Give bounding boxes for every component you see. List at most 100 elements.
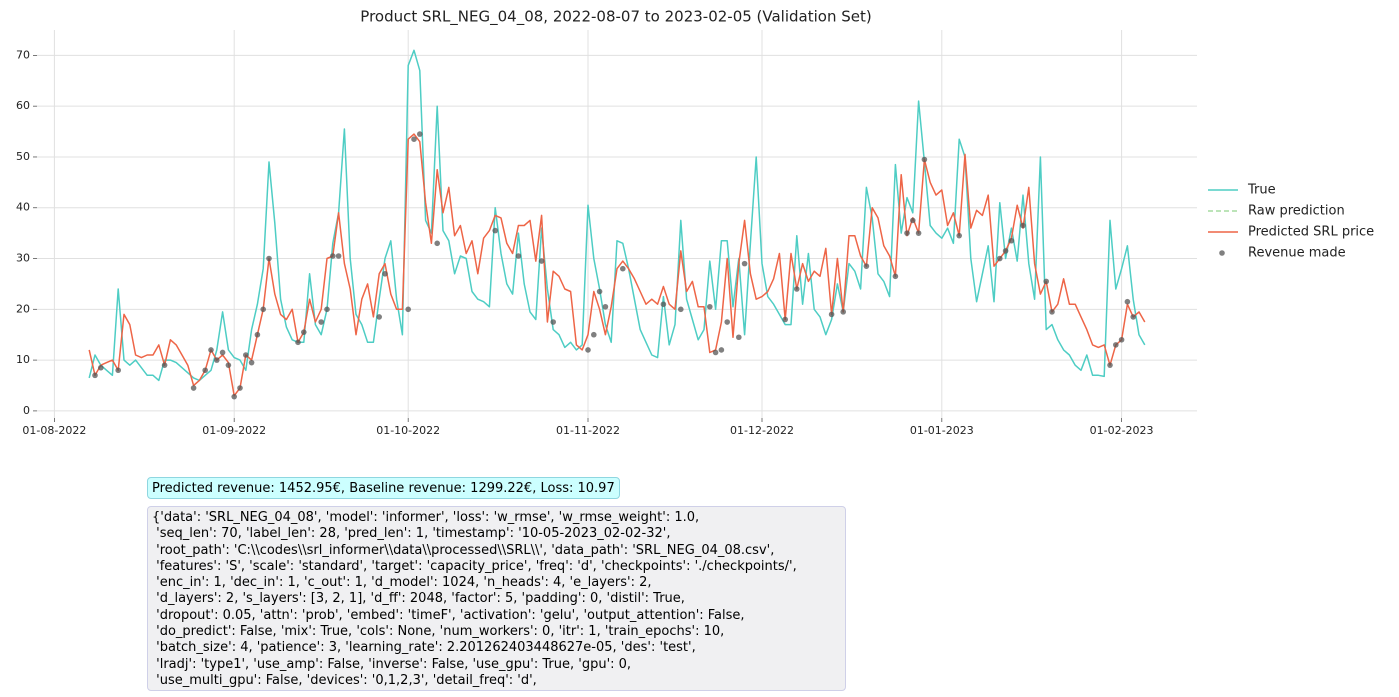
revenue-point: [405, 306, 412, 313]
config-line: 'features': 'S', 'scale': 'standard', 't…: [152, 558, 797, 574]
series-line: [88, 49, 1146, 382]
revenue-point: [602, 303, 609, 310]
revenue-point: [1002, 248, 1009, 254]
y-tick-label: 20: [16, 302, 30, 315]
revenue-point: [1124, 298, 1131, 305]
revenue-point: [1008, 237, 1015, 244]
revenue-point: [1130, 314, 1136, 320]
config-line: 'use_multi_gpu': False, 'devices': '0,1,…: [152, 672, 537, 688]
revenue-point: [382, 270, 388, 277]
revenue-point: [782, 316, 788, 323]
x-tick-label: 01-10-2022: [376, 424, 440, 437]
config-box: {'data': 'SRL_NEG_04_08', 'model': 'info…: [147, 506, 846, 691]
legend-label: Revenue made: [1248, 246, 1346, 261]
revenue-point: [266, 255, 272, 262]
revenue-point: [92, 372, 98, 379]
x-tick-label: 01-01-2023: [910, 424, 974, 437]
revenue-point: [434, 240, 441, 247]
revenue-point: [254, 331, 261, 338]
revenue-point: [1049, 309, 1055, 315]
revenue-point: [243, 352, 249, 358]
revenue-point: [718, 347, 725, 353]
revenue-point: [1118, 336, 1125, 343]
y-tick-label: 50: [16, 150, 30, 163]
y-tick-label: 70: [16, 48, 30, 61]
config-line: 'dropout': 0.05, 'attn': 'prob', 'embed'…: [152, 607, 745, 623]
revenue-point: [115, 367, 121, 374]
revenue-point: [335, 253, 342, 259]
revenue-point: [712, 349, 719, 356]
x-tick-label: 01-02-2023: [1090, 424, 1154, 437]
revenue-point: [741, 260, 748, 267]
config-line: 'd_layers': 2, 's_layers': [3, 2, 1], 'd…: [152, 591, 685, 607]
chart: Product SRL_NEG_04_08, 2022-08-07 to 202…: [16, 8, 1374, 438]
revenue-point: [596, 288, 603, 295]
revenue-point: [892, 273, 899, 280]
revenue-point: [538, 258, 545, 264]
revenue-point: [840, 309, 846, 315]
x-tick-label: 01-09-2022: [202, 424, 266, 437]
revenue-point: [863, 263, 870, 269]
revenue-point: [330, 253, 336, 259]
revenue-point: [219, 349, 226, 356]
x-tick-label: 01-08-2022: [22, 424, 86, 437]
revenue-point: [910, 217, 916, 224]
revenue-point: [260, 306, 267, 313]
revenue-point: [202, 367, 208, 374]
revenue-point: [225, 362, 232, 368]
revenue-point: [492, 227, 499, 234]
revenue-point: [591, 331, 597, 338]
y-tick-label: 60: [16, 99, 30, 112]
revenue-point: [301, 329, 307, 335]
revenue-point: [678, 306, 684, 313]
legend-label: True: [1247, 183, 1276, 198]
revenue-point: [161, 362, 168, 368]
y-tick-label: 30: [16, 252, 30, 265]
y-tick-label: 10: [16, 353, 30, 366]
revenue-point: [915, 230, 922, 236]
revenue-point: [237, 385, 243, 391]
revenue-point: [736, 334, 742, 341]
x-tick-label: 01-11-2022: [556, 424, 620, 437]
revenue-point: [98, 364, 104, 371]
config-line: 'root_path': 'C:\\codes\\srl_informer\\d…: [152, 542, 775, 558]
revenue-point: [295, 339, 301, 346]
revenue-point: [997, 255, 1003, 262]
revenue-point: [707, 303, 713, 310]
revenue-point: [1107, 362, 1113, 368]
x-tick-label: 01-12-2022: [730, 424, 794, 437]
y-tick-label: 0: [23, 404, 30, 417]
revenue-point: [1020, 222, 1026, 229]
revenue-point: [318, 319, 325, 325]
revenue-point: [515, 253, 522, 259]
revenue-point: [376, 314, 383, 320]
legend-label: Predicted SRL price: [1248, 225, 1374, 240]
config-line: 'batch_size': 4, 'patience': 3, 'learnin…: [152, 640, 696, 656]
revenue-point: [585, 347, 591, 353]
config-line: 'do_predict': False, 'mix': True, 'cols'…: [152, 624, 725, 640]
revenue-point: [190, 385, 197, 391]
config-line: {'data': 'SRL_NEG_04_08', 'model': 'info…: [152, 510, 700, 525]
revenue-point: [794, 286, 800, 292]
revenue-point: [620, 265, 626, 272]
config-line: 'seq_len': 70, 'label_len': 28, 'pred_le…: [152, 526, 671, 542]
legend-label: Raw prediction: [1248, 204, 1345, 219]
revenue-point: [660, 301, 667, 308]
revenue-point: [231, 393, 237, 400]
revenue-point: [1113, 342, 1119, 348]
revenue-point: [324, 306, 330, 313]
revenue-point: [214, 357, 220, 363]
chart-title: Product SRL_NEG_04_08, 2022-08-07 to 202…: [360, 8, 871, 27]
legend-swatch: [1219, 250, 1225, 256]
series-line: [88, 133, 1146, 397]
revenue-point: [248, 359, 255, 366]
revenue-point: [550, 319, 556, 325]
revenue-point: [828, 311, 835, 318]
revenue-point: [724, 319, 730, 325]
revenue-point: [904, 230, 910, 236]
revenue-point: [956, 232, 962, 239]
revenue-point: [417, 131, 423, 137]
config-line: 'enc_in': 1, 'dec_in': 1, 'c_out': 1, 'd…: [152, 575, 652, 591]
y-tick-label: 40: [16, 201, 30, 214]
